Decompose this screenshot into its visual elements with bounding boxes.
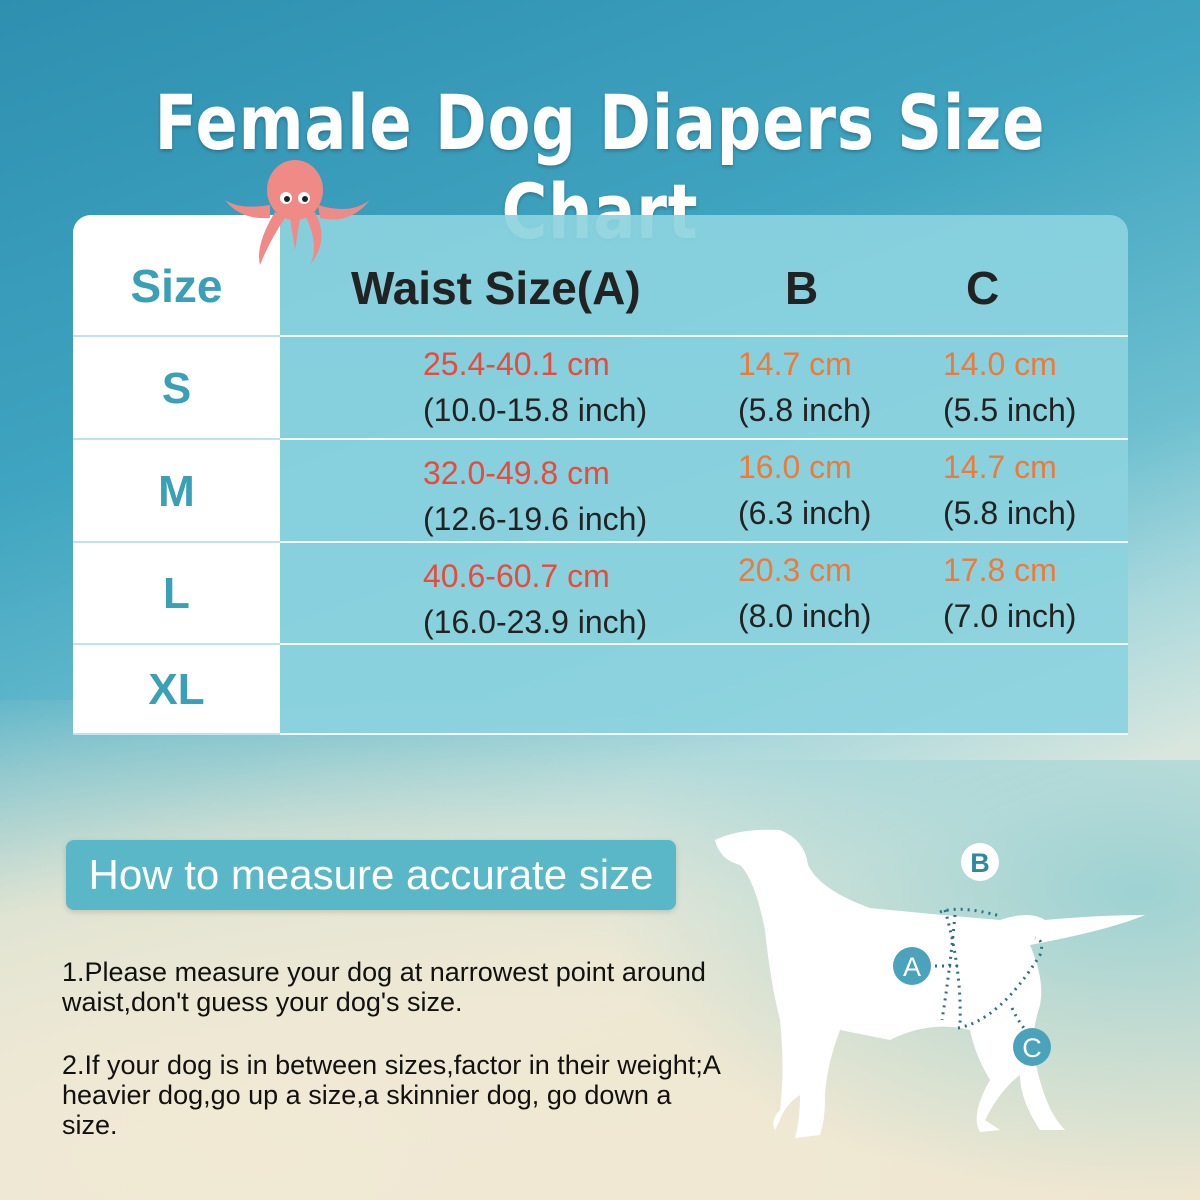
label-c: C	[1022, 1033, 1042, 1063]
size-table: Size Waist Size(A) B C S 25.4-40.1 cm (10.…	[73, 215, 1128, 735]
b-inch: (6.3 inch)	[738, 495, 872, 531]
c-cm: 17.8 cm	[943, 552, 1057, 588]
waist-inch: (10.0-15.8 inch)	[423, 392, 648, 428]
octopus-icon	[225, 160, 370, 265]
table-row: S 25.4-40.1 cm (10.0-15.8 inch) 14.7 cm (5.…	[73, 337, 1128, 440]
header-waist: Waist Size(A)	[351, 262, 641, 314]
header-b: B	[785, 262, 819, 314]
waist-inch: (12.6-19.6 inch)	[423, 501, 648, 537]
step-1: 1.Please measure your dog at narrowest p…	[62, 957, 706, 1017]
b-inch: (8.0 inch)	[738, 598, 872, 634]
table-row: XL	[73, 645, 1128, 735]
b-cm: 14.7 cm	[738, 346, 852, 382]
table-header: Size Waist Size(A) B C	[73, 215, 1128, 337]
table-row: L 40.6-60.7 cm (16.0-23.9 inch) 20.3 cm (8.…	[73, 543, 1128, 645]
waist-cell: 25.4-40.1 cm (10.0-15.8 inch)	[423, 341, 647, 433]
c-cell: 14.7 cm (5.8 inch)	[943, 444, 1076, 536]
size-label: L	[73, 543, 280, 645]
c-inch: (5.8 inch)	[943, 495, 1077, 531]
c-cell: 14.0 cm (5.5 inch)	[943, 341, 1076, 433]
size-label: XL	[73, 645, 280, 735]
step-2: 2.If your dog is in between sizes,factor…	[62, 1050, 720, 1140]
waist-cm: 32.0-49.8 cm	[423, 455, 610, 491]
b-cell: 20.3 cm (8.0 inch)	[738, 547, 871, 639]
c-inch: (5.5 inch)	[943, 392, 1077, 428]
label-a: A	[903, 952, 921, 982]
waist-cm: 25.4-40.1 cm	[423, 346, 610, 382]
header-size: Size	[73, 215, 280, 337]
header-c: C	[966, 262, 1000, 314]
how-to-measure-button[interactable]: How to measure accurate size	[66, 840, 676, 910]
c-inch: (7.0 inch)	[943, 598, 1077, 634]
b-inch: (5.8 inch)	[738, 392, 872, 428]
c-cm: 14.7 cm	[943, 449, 1057, 485]
b-cm: 16.0 cm	[738, 449, 852, 485]
waist-cell: 40.6-60.7 cm (16.0-23.9 inch)	[423, 553, 647, 645]
dog-measure-diagram: B A C	[715, 829, 1145, 1138]
label-b: B	[970, 848, 990, 878]
size-label: S	[73, 337, 280, 440]
waist-cm: 40.6-60.7 cm	[423, 558, 610, 594]
b-cm: 20.3 cm	[738, 552, 852, 588]
waist-inch: (16.0-23.9 inch)	[423, 604, 648, 640]
b-cell: 14.7 cm (5.8 inch)	[738, 341, 871, 433]
size-label: M	[73, 440, 280, 543]
c-cm: 14.0 cm	[943, 346, 1057, 382]
c-cell: 17.8 cm (7.0 inch)	[943, 547, 1076, 639]
table-row: M 32.0-49.8 cm (12.6-19.6 inch) 16.0 cm (6.…	[73, 440, 1128, 543]
b-cell: 16.0 cm (6.3 inch)	[738, 444, 871, 536]
waist-cell: 32.0-49.8 cm (12.6-19.6 inch)	[423, 450, 647, 542]
size-column	[73, 215, 280, 735]
